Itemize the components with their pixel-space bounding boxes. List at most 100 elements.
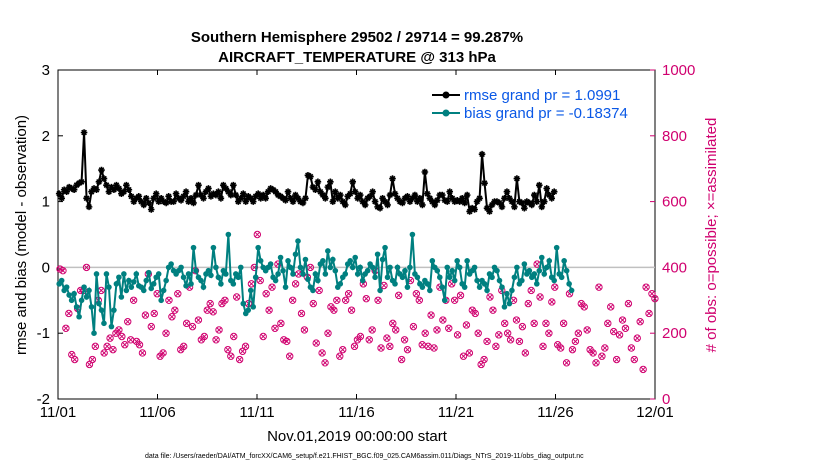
obs-possible-point [59, 266, 67, 275]
bias-point [553, 244, 560, 251]
bias-point [521, 261, 528, 267]
obs-possible-point [562, 359, 571, 367]
bias-point [374, 251, 381, 258]
bias-point [66, 292, 72, 298]
bias-point [404, 284, 411, 290]
rmse-point [421, 168, 429, 176]
rmse-point [424, 190, 431, 198]
rmse-point [506, 195, 513, 202]
rmse-point [443, 198, 451, 205]
obs-assimilated-point [172, 307, 178, 313]
bias-point [354, 271, 361, 277]
obs-possible-point [430, 344, 438, 352]
obs-possible-point [403, 345, 412, 354]
bias-point [272, 277, 279, 284]
obs-assimilated-point [537, 294, 543, 300]
bias-point [282, 284, 289, 290]
obs-possible-point [88, 355, 97, 364]
obs-possible-point [480, 355, 488, 364]
rmse-point [110, 186, 118, 194]
legend-bias-marker [442, 109, 450, 117]
obs-possible-point [389, 319, 397, 328]
obs-possible-point [415, 296, 424, 304]
bias-point [235, 274, 242, 281]
bias-point [200, 284, 207, 290]
rmse-point [264, 188, 272, 196]
obs-possible-point [394, 291, 403, 300]
rmse-point [327, 178, 334, 186]
obs-possible-point [459, 352, 468, 360]
obs-assimilated-point [510, 297, 517, 303]
obs-assimilated-point [628, 345, 634, 351]
obs-assimilated-point [63, 325, 69, 331]
rmse-point [210, 190, 217, 198]
rmse-point [461, 199, 468, 207]
obs-possible-point [518, 322, 527, 331]
rmse-point [324, 183, 332, 191]
obs-possible-point [374, 296, 382, 304]
obs-possible-point [624, 299, 633, 308]
obs-possible-point [651, 294, 659, 303]
rmse-point [207, 193, 215, 200]
obs-possible-point [545, 329, 553, 337]
bias-point [494, 267, 500, 274]
rmse-point [533, 198, 541, 205]
rmse-point [103, 181, 110, 189]
bias-point [126, 277, 132, 284]
y-tick-label: 1 [42, 194, 50, 211]
bias-point [230, 281, 237, 287]
obs-possible-point [630, 355, 639, 364]
x-tick-label: 12/01 [636, 404, 674, 421]
obs-assimilated-point [234, 294, 240, 300]
obs-assimilated-point [540, 343, 546, 349]
obs-possible-point [124, 317, 132, 326]
bias-point [476, 284, 483, 290]
bias-point [330, 256, 336, 263]
bias-point [188, 281, 194, 287]
obs-assimilated-point [175, 291, 181, 297]
rmse-point [359, 198, 366, 205]
obs-possible-point [486, 293, 494, 301]
obs-possible-point [179, 342, 188, 351]
rmse-point [137, 198, 145, 205]
rmse-point [309, 183, 317, 191]
x-tick-label: 11/26 [537, 404, 573, 421]
bias-point [441, 297, 448, 304]
obs-assimilated-point [564, 360, 570, 366]
bias-point [407, 264, 413, 271]
obs-assimilated-point [534, 261, 540, 267]
rmse-point [496, 199, 503, 207]
obs-assimilated-point [475, 330, 481, 336]
bias-point [290, 271, 296, 277]
obs-possible-point [312, 339, 320, 347]
rmse-point [389, 175, 396, 182]
obs-assimilated-point [89, 356, 95, 363]
obs-assimilated-point [619, 317, 626, 323]
obs-assimilated-point [466, 350, 472, 356]
bias-point [123, 287, 130, 294]
obs-assimilated-point [136, 342, 143, 348]
bias-point [481, 281, 488, 287]
obs-assimilated-point [346, 291, 352, 297]
rmse-point [493, 198, 501, 205]
bias-point [280, 267, 286, 274]
obs-possible-point [233, 293, 241, 301]
rmse-point [80, 129, 88, 136]
obs-assimilated-point [605, 320, 611, 326]
obs-assimilated-point [222, 297, 228, 303]
obs-possible-point [221, 296, 229, 304]
bias-point [277, 254, 284, 261]
bias-point [257, 258, 264, 264]
obs-possible-point [548, 298, 556, 306]
obs-assimilated-point [340, 347, 346, 353]
obs-assimilated-point [381, 282, 387, 289]
rmse-point [108, 183, 115, 191]
rmse-point [416, 195, 424, 202]
rmse-point [135, 193, 143, 200]
obs-assimilated-point [404, 347, 411, 353]
obs-assimilated-point [201, 333, 207, 340]
rmse-point [458, 195, 466, 202]
rmse-point [404, 193, 411, 200]
obs-possible-point [368, 326, 376, 334]
rmse-point [498, 203, 506, 211]
